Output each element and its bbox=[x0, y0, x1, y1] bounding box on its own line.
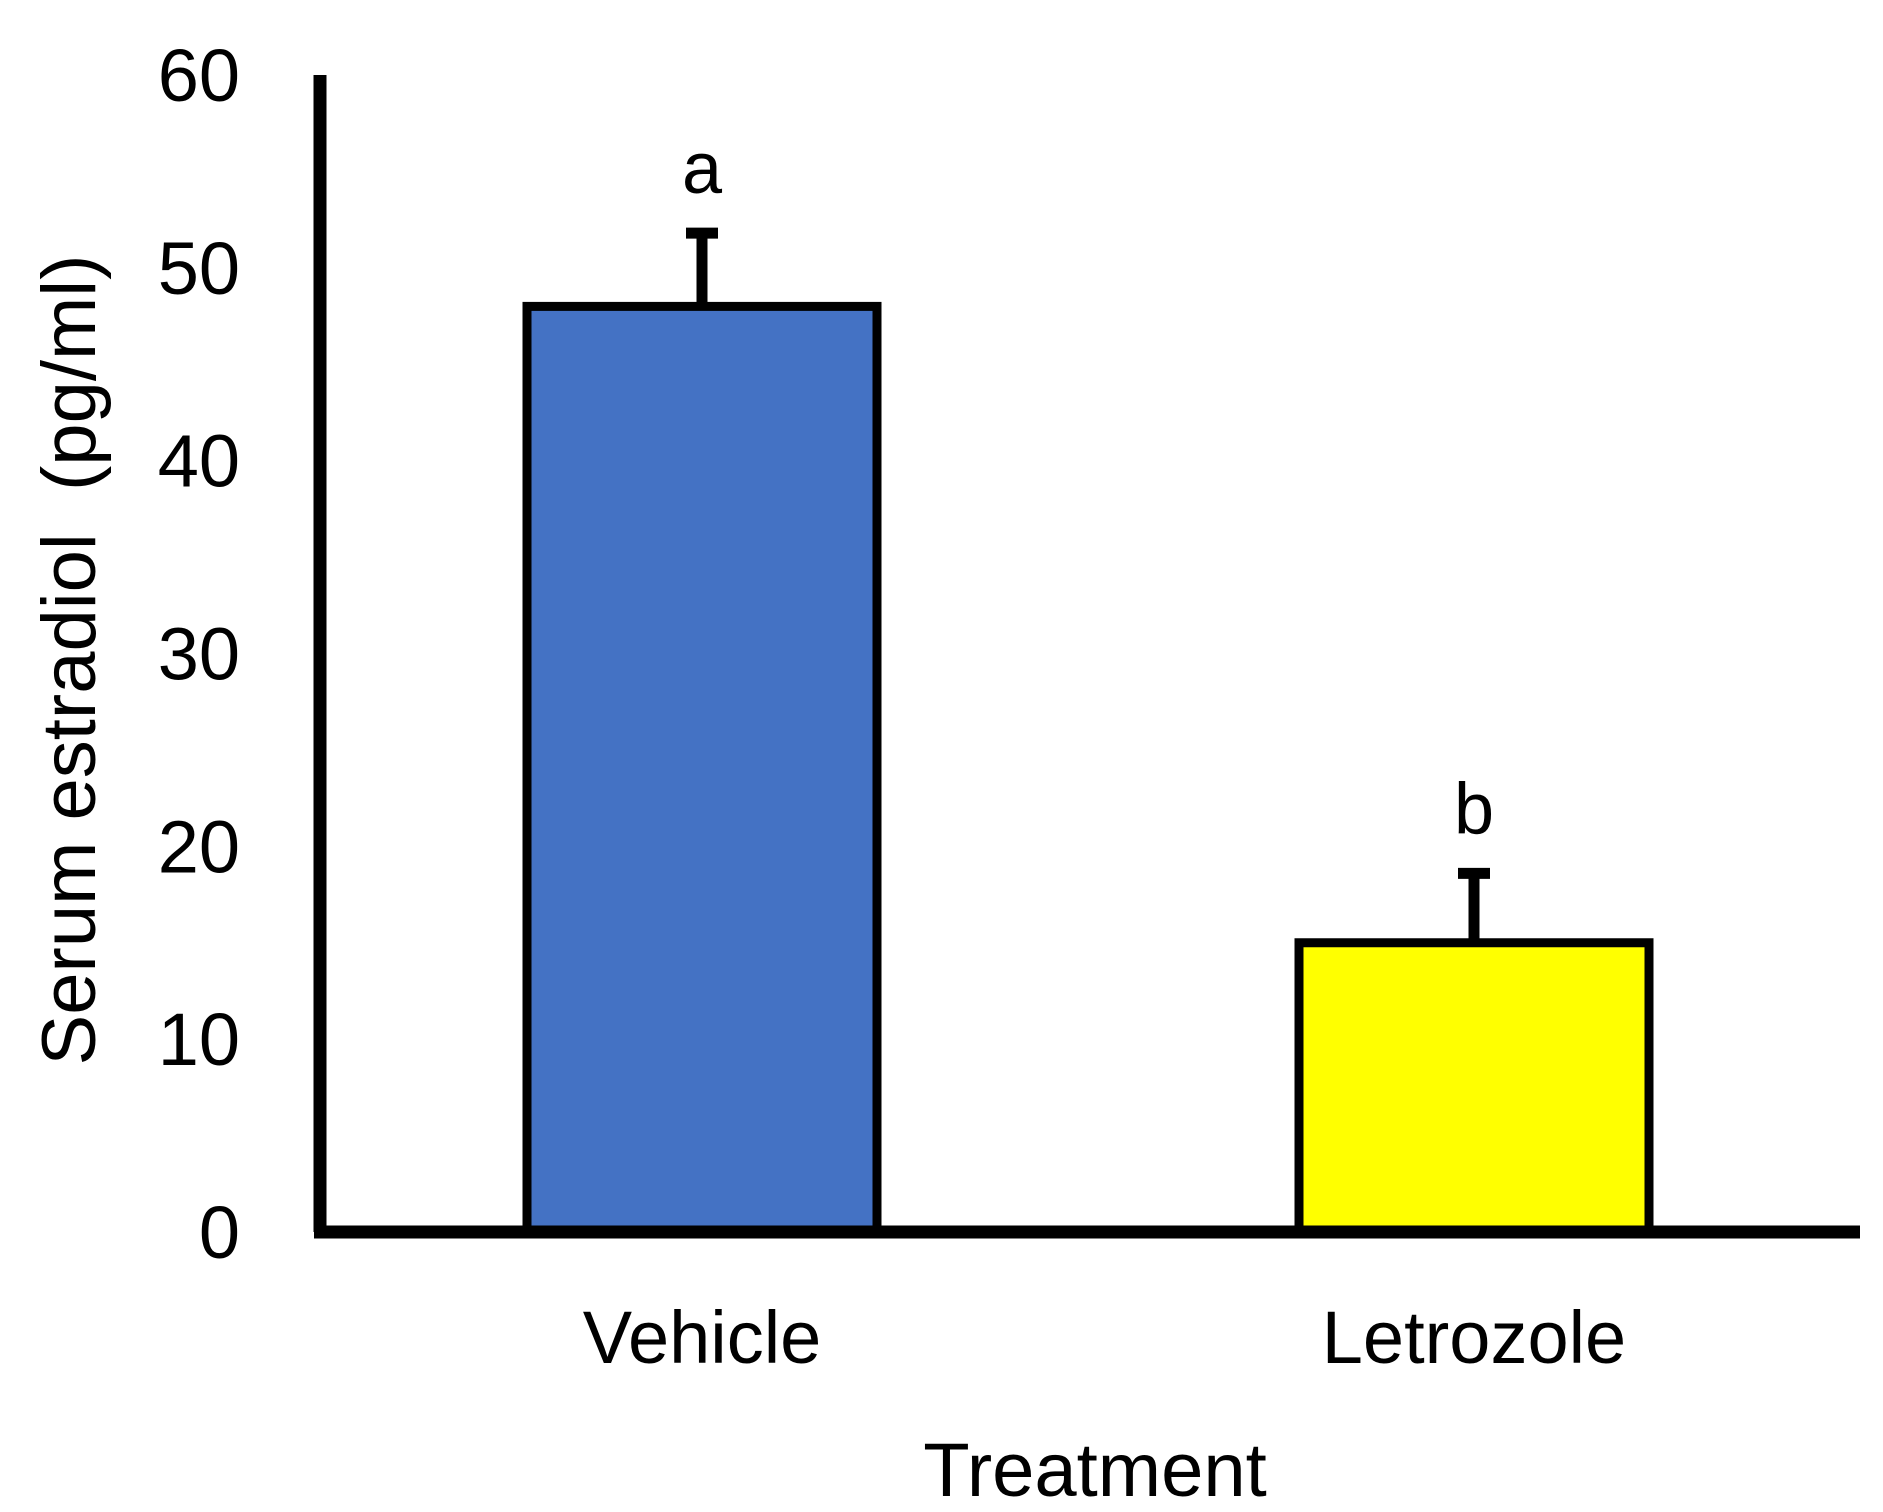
chart-marks: ab bbox=[522, 129, 1654, 1237]
y-tick-label: 40 bbox=[158, 420, 240, 503]
y-tick-label: 0 bbox=[199, 1191, 240, 1274]
y-tick-label: 30 bbox=[158, 613, 240, 696]
x-tick-label-vehicle: Vehicle bbox=[583, 1296, 822, 1379]
x-axis-title: Treatment bbox=[923, 1428, 1267, 1512]
y-tick-label: 50 bbox=[158, 227, 240, 310]
bar-vehicle bbox=[522, 301, 882, 1237]
y-tick-label: 60 bbox=[158, 34, 240, 117]
x-category-labels: Vehicle Letrozole bbox=[583, 1296, 1627, 1379]
significance-letter-vehicle: a bbox=[682, 129, 723, 209]
x-tick-label-letrozole: Letrozole bbox=[1322, 1296, 1626, 1379]
y-tick-label: 10 bbox=[158, 998, 240, 1081]
y-tick-labels: 0 10 20 30 40 50 60 bbox=[158, 34, 240, 1274]
y-axis-title: Serum estradiol (pg/ml) bbox=[27, 255, 112, 1066]
y-tick-label: 20 bbox=[158, 805, 240, 888]
bar-letrozole bbox=[1294, 938, 1654, 1237]
significance-letter-letrozole: b bbox=[1454, 769, 1494, 849]
